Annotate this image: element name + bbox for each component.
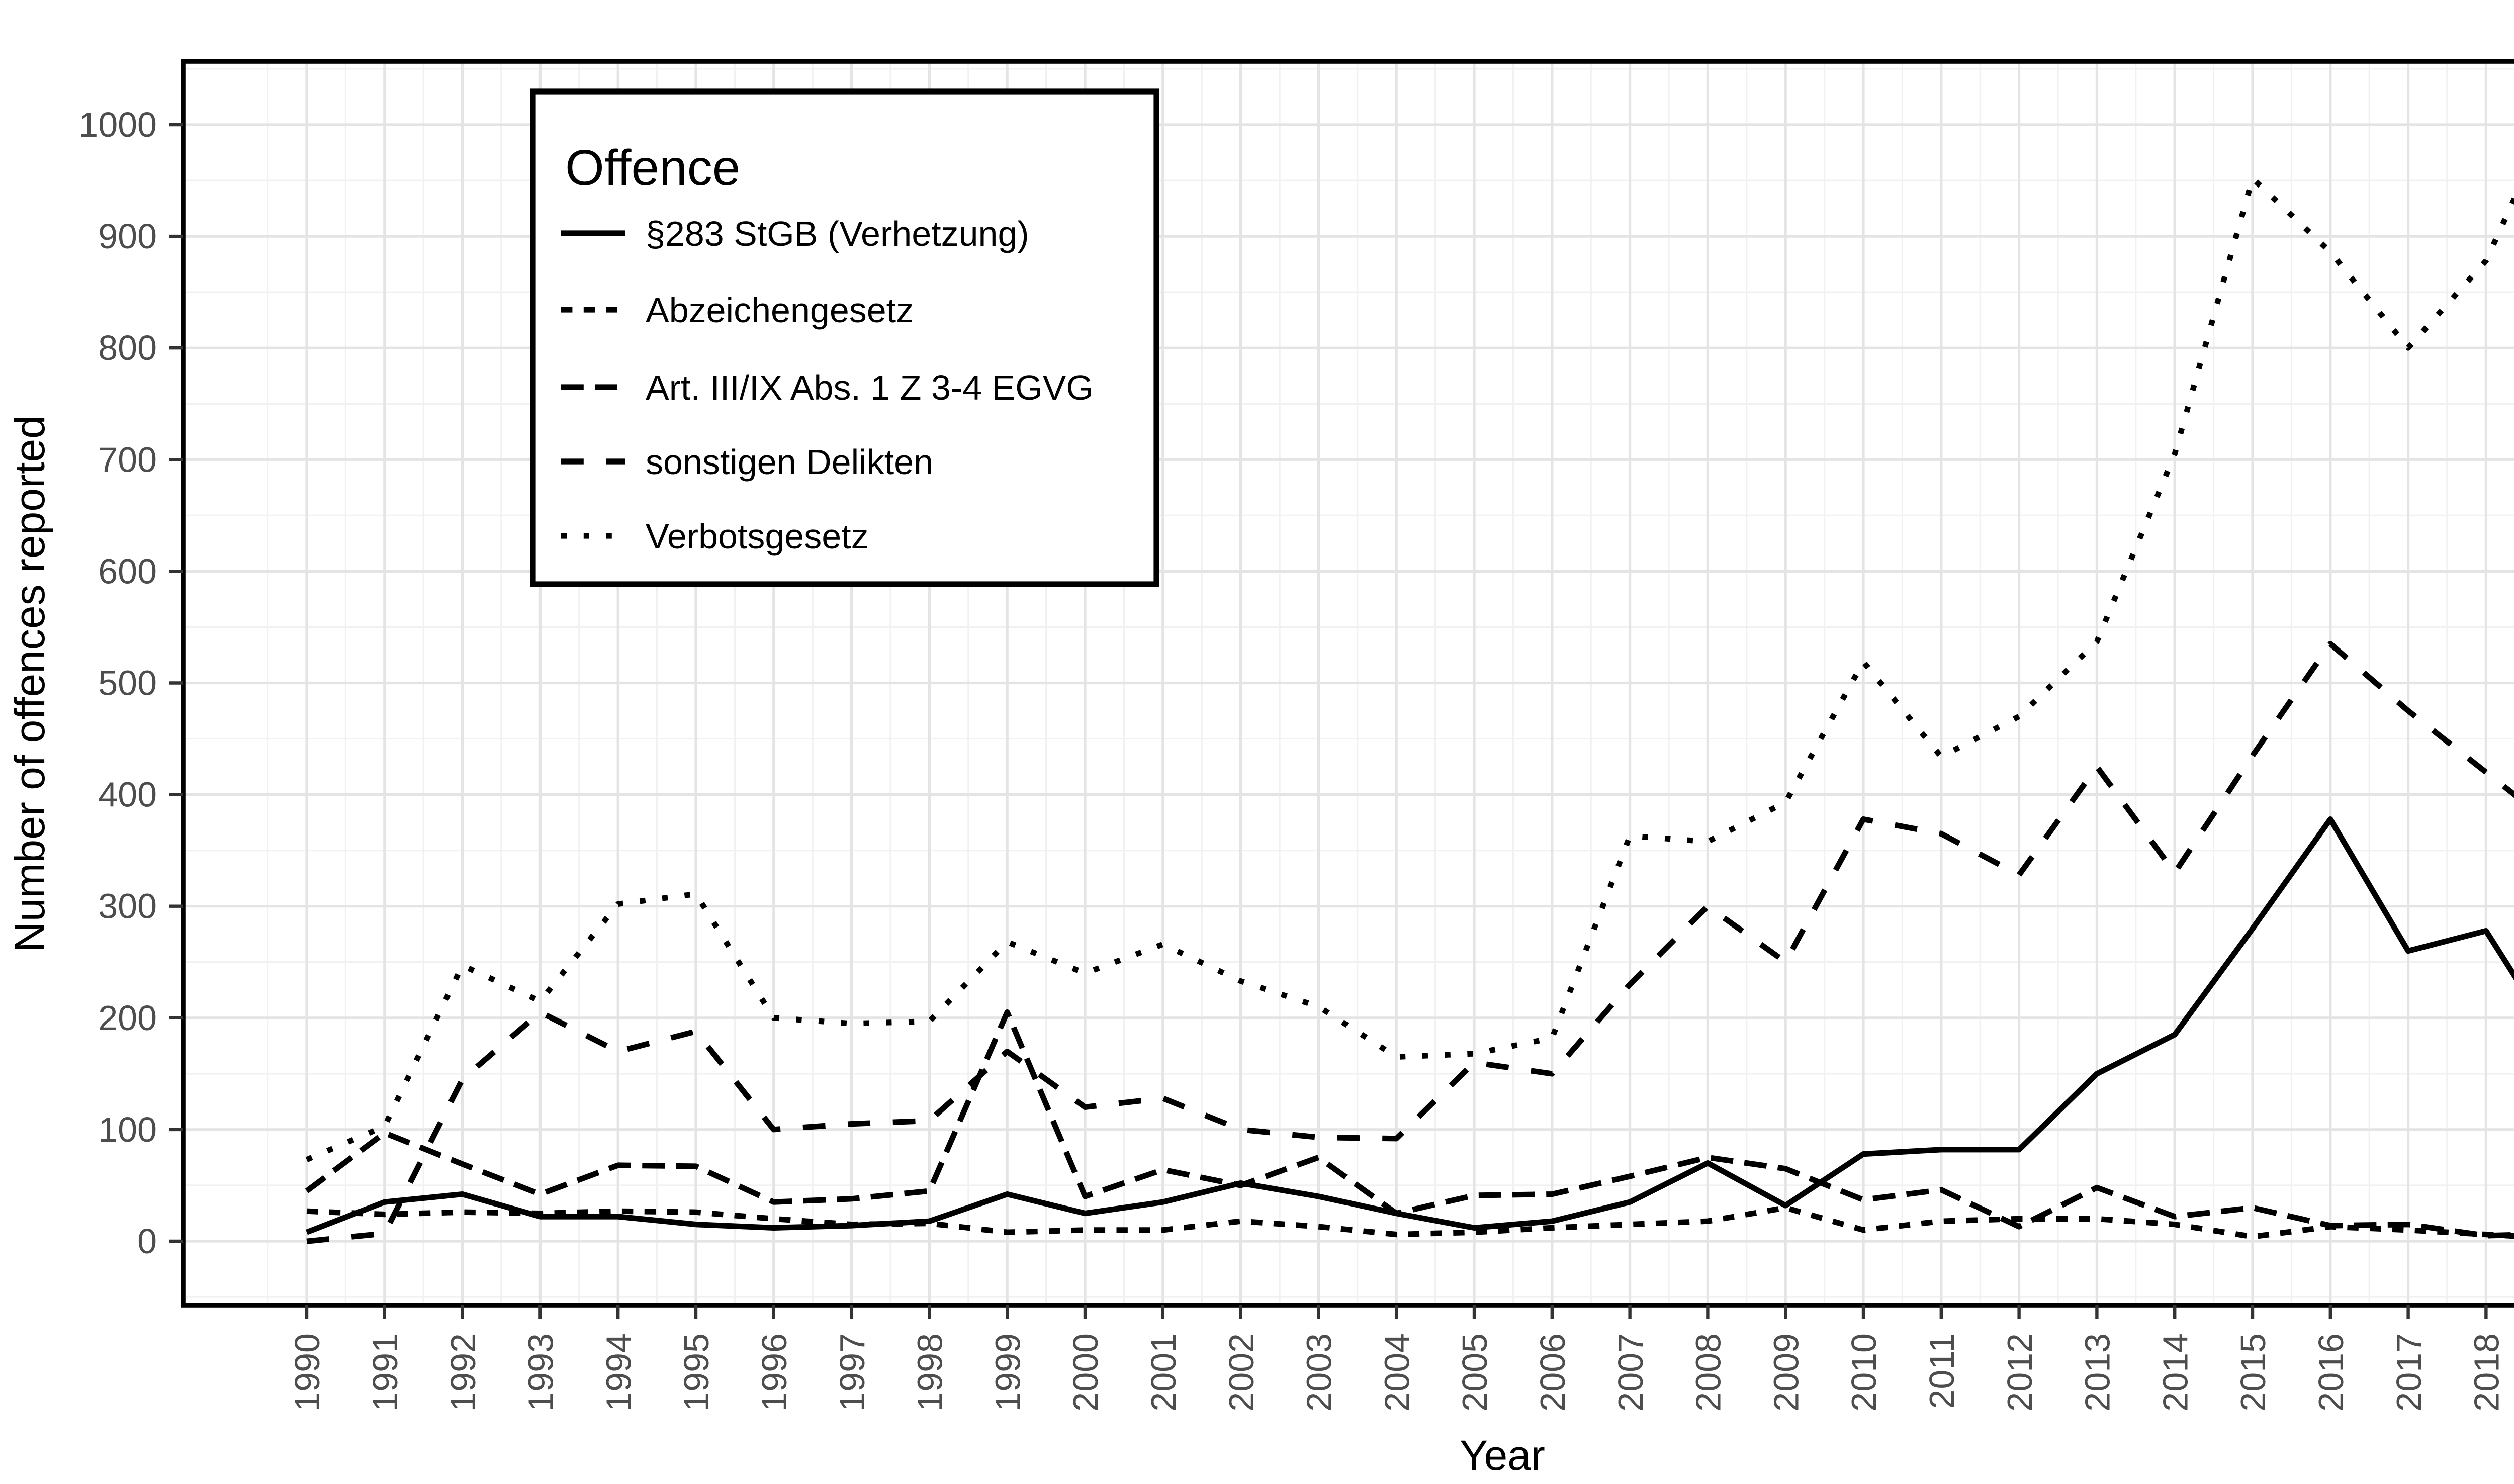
x-axis-title: Year xyxy=(1460,1432,1545,1479)
y-tick-label: 900 xyxy=(98,217,157,256)
x-tick-label: 2015 xyxy=(2233,1333,2273,1412)
series-line-44 xyxy=(306,641,2514,1244)
x-tick-label: 2006 xyxy=(1533,1333,1572,1412)
legend: Offence §283 StGB (Verhetzung) Abzeicheng… xyxy=(530,88,1159,587)
x-tick-label: 2017 xyxy=(2389,1333,2429,1412)
x-tick-label: 2010 xyxy=(1844,1333,1883,1412)
x-tick-label: 2012 xyxy=(2000,1333,2039,1412)
x-tick-label: 1998 xyxy=(911,1333,950,1412)
series-line-solid xyxy=(305,816,2514,1235)
x-tick-label: 1990 xyxy=(288,1333,327,1412)
x-tick-label: 1999 xyxy=(988,1333,1027,1412)
y-tick-label: 500 xyxy=(98,664,157,703)
x-tick-label: 2000 xyxy=(1066,1333,1105,1412)
x-tick-label: 1993 xyxy=(521,1333,561,1412)
y-axis-title: Number of offences reported xyxy=(6,415,53,952)
y-tick-label: 100 xyxy=(98,1110,157,1149)
data-series-lines xyxy=(305,175,2514,1244)
x-tick-label: 1994 xyxy=(599,1333,638,1412)
series-line-13 xyxy=(305,175,2514,1162)
y-tick-label: 600 xyxy=(98,551,157,591)
legend-label: §283 StGB (Verhetzung) xyxy=(646,214,1029,253)
y-tick-label: 400 xyxy=(98,775,157,814)
x-tick-label: 2009 xyxy=(1766,1333,1806,1412)
x-tick-label: 2004 xyxy=(1377,1333,1416,1412)
x-tick-label: 2014 xyxy=(2156,1333,2195,1412)
x-tick-label: 1995 xyxy=(677,1333,716,1412)
x-tick-label: 2016 xyxy=(2311,1333,2351,1412)
y-tick-label: 200 xyxy=(98,998,157,1038)
y-tick-label: 300 xyxy=(98,887,157,926)
x-tick-label: 2013 xyxy=(2078,1333,2117,1412)
x-tick-label: 2007 xyxy=(1611,1333,1650,1412)
legend-label: sonstigen Delikten xyxy=(646,442,933,482)
x-tick-label: 2018 xyxy=(2467,1333,2506,1412)
major-gridlines xyxy=(183,61,2514,1305)
y-tick-label: 700 xyxy=(98,440,157,479)
legend-entries: §283 StGB (Verhetzung) Abzeichengesetz Art… xyxy=(561,214,1094,556)
x-tick-label: 2001 xyxy=(1144,1333,1183,1412)
series-line-22 xyxy=(306,1204,2514,1240)
legend-box xyxy=(530,88,1159,587)
x-tick-label: 2011 xyxy=(1922,1333,1961,1409)
x-tick-label: 2002 xyxy=(1222,1333,1261,1412)
axis-ticks xyxy=(169,123,2488,1319)
x-tick-label: 1992 xyxy=(443,1333,483,1412)
x-tick-label: 2005 xyxy=(1455,1333,1494,1412)
x-tick-label: 2008 xyxy=(1689,1333,1728,1412)
x-tick-label: 1997 xyxy=(833,1333,872,1412)
x-tick-label: 2003 xyxy=(1300,1333,1339,1412)
x-tick-label: 1991 xyxy=(366,1333,405,1412)
legend-label: Abzeichengesetz xyxy=(646,291,914,330)
legend-title: Offence xyxy=(565,140,740,196)
y-tick-label: 800 xyxy=(98,328,157,367)
y-tick-label: 1000 xyxy=(78,105,157,144)
legend-label: Verbotsgesetz xyxy=(646,517,869,556)
axis-tick-labels: 0 100 200 300 400 500 600 700 800 900 1000 1990 1991… xyxy=(78,105,2506,1412)
y-tick-label: 0 xyxy=(137,1222,157,1261)
x-tick-label: 1996 xyxy=(755,1333,794,1412)
series-line-42 xyxy=(305,1009,2514,1239)
legend-label: Art. III/IX Abs. 1 Z 3-4 EGVG xyxy=(646,368,1094,407)
